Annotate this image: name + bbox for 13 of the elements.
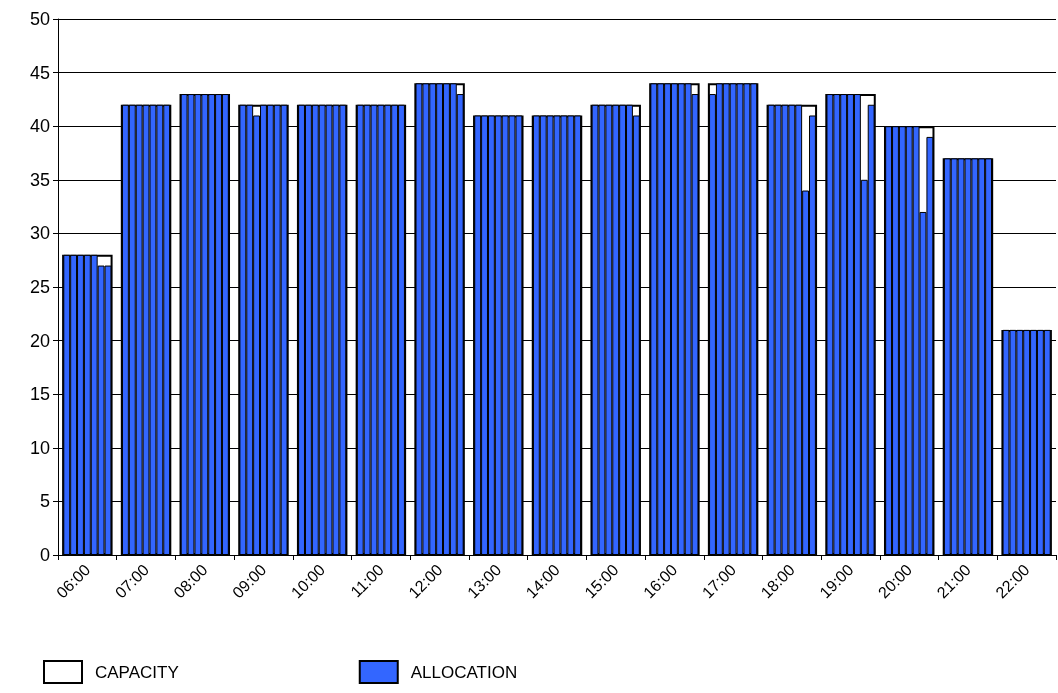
y-tick-label: 50 xyxy=(29,9,50,29)
legend-label: CAPACITY xyxy=(95,662,179,682)
y-tick-label: 20 xyxy=(29,330,50,351)
y-tick-label: 45 xyxy=(29,62,50,83)
legend-label: ALLOCATION xyxy=(410,662,518,682)
y-tick-label: 15 xyxy=(29,384,50,405)
y-tick-label: 25 xyxy=(29,277,50,297)
y-tick-label: 30 xyxy=(29,223,50,244)
y-tick-label: 5 xyxy=(39,491,50,512)
y-tick-label: 40 xyxy=(29,116,50,137)
y-tick-label: 0 xyxy=(39,545,50,565)
y-tick-label: 35 xyxy=(29,169,50,190)
y-tick-label: 10 xyxy=(29,437,50,458)
